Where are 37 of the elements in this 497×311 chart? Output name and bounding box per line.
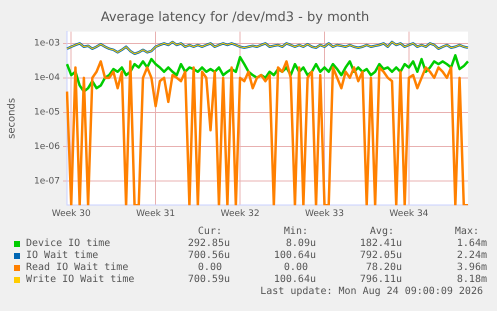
text: Min: — [284, 226, 308, 237]
y-tick-label: 1e-07 — [34, 176, 60, 186]
text: 700.59u — [188, 274, 230, 285]
legend-label: Device IO time — [26, 238, 110, 249]
x-tick-label: Week 32 — [220, 208, 260, 219]
x-tick-label: Week 31 — [136, 208, 176, 219]
text: 796.11u — [360, 274, 402, 285]
legend-label: Write IO Wait time — [26, 274, 134, 285]
text: 1.64m — [456, 238, 487, 249]
text: 8.18m — [456, 274, 487, 285]
text: Max: — [454, 226, 479, 237]
text: 3.96m — [456, 262, 487, 273]
text: 100.64u — [274, 250, 316, 261]
text: 8.09u — [286, 238, 316, 249]
text: 100.64u — [274, 274, 316, 285]
text: 292.85u — [188, 238, 230, 249]
text: 78.20u — [366, 262, 402, 273]
text: 792.05u — [360, 250, 402, 261]
text: 182.41u — [360, 238, 402, 249]
text: 0.00 — [198, 262, 222, 273]
y-tick-label: 1e-03 — [34, 38, 60, 49]
legend-label: IO Wait time — [26, 250, 98, 261]
text: 0.00 — [284, 262, 308, 273]
x-tick-label: Week 33 — [304, 208, 344, 219]
y-axis-title: seconds — [6, 98, 18, 139]
y-tick-label: 1e-05 — [34, 108, 60, 118]
text: Last update: Mon Aug 24 09:00:09 2026 — [260, 286, 483, 297]
x-tick-label: Week 30 — [52, 208, 91, 219]
x-tick-label: Week 34 — [389, 208, 429, 219]
text: 700.56u — [188, 250, 230, 261]
text: 2.24m — [456, 250, 487, 261]
text: Cur: — [198, 226, 222, 237]
legend-label: Read IO Wait time — [26, 262, 128, 273]
text: Avg: — [370, 226, 394, 237]
chart-title: Average latency for /dev/md3 - by month — [100, 10, 370, 26]
y-tick-label: 1e-06 — [34, 142, 60, 152]
y-tick-label: 1e-04 — [34, 73, 60, 84]
